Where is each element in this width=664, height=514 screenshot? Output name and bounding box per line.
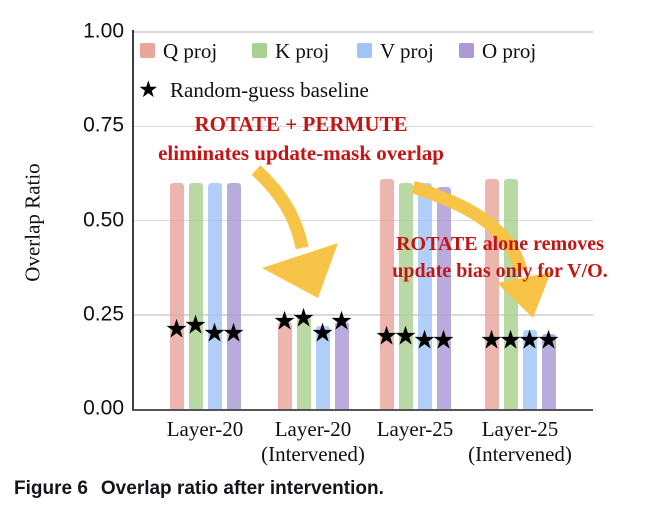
baseline-star-marker: ★ [536, 325, 561, 356]
legend-swatch-o-proj [459, 43, 474, 58]
legend-label-k-proj: K proj [275, 39, 330, 63]
legend-label-o-proj: O proj [482, 39, 537, 63]
figure-caption-text: Overlap ratio after intervention. [100, 478, 384, 499]
baseline-star-marker: ★ [517, 325, 542, 356]
baseline-star-marker: ★ [329, 306, 354, 337]
bar-o-proj [226, 182, 241, 409]
baseline-star-marker: ★ [479, 325, 504, 356]
legend-label-baseline: Random-guess baseline [170, 78, 369, 102]
figure-caption: Figure 6 Overlap ratio after intervention… [14, 478, 384, 500]
legend-swatch-q-proj [140, 43, 155, 58]
baseline-star-marker: ★ [272, 306, 297, 337]
baseline-star-marker: ★ [431, 325, 456, 356]
y-axis-line [132, 30, 134, 410]
baseline-star-marker: ★ [374, 321, 399, 352]
x-axis-category-line1: Layer-20 [166, 417, 244, 441]
baseline-star-marker: ★ [412, 325, 437, 356]
bar-k-proj [188, 182, 203, 409]
baseline-star-marker: ★ [183, 310, 208, 341]
legend-swatch-k-proj [252, 43, 267, 58]
x-axis-category-line1: Layer-25 [481, 417, 559, 441]
legend-swatch-v-proj [357, 43, 372, 58]
y-axis-tick-label: 0.50 [83, 208, 124, 232]
bar-o-proj [334, 322, 349, 409]
legend-star-icon: ★ [138, 77, 159, 103]
bar-v-proj [207, 182, 222, 409]
annotation-2: ROTATE alone removes update bias only for… [366, 231, 634, 285]
gridline [133, 314, 593, 316]
baseline-star-marker: ★ [221, 318, 246, 349]
annotation-1: ROTATE + PERMUTE eliminates update-mask o… [136, 110, 466, 168]
bar-k-proj [398, 182, 413, 409]
x-axis-category-label: Layer-25 [335, 417, 495, 442]
annotation-line: update bias only for V/O. [392, 260, 608, 282]
baseline-star-marker: ★ [202, 318, 227, 349]
baseline-star-marker: ★ [291, 302, 316, 333]
baseline-star-marker: ★ [498, 325, 523, 356]
x-axis-category-label: Layer-20 [125, 417, 285, 442]
annotation-line: eliminates update-mask overlap [158, 141, 444, 165]
bar-v-proj [522, 329, 537, 409]
x-axis-category-line2: (Intervened) [468, 442, 572, 466]
y-axis-tick-label: 0.75 [83, 113, 124, 137]
legend-label-v-proj: V proj [380, 39, 434, 63]
y-axis-tick-label: 0.25 [83, 302, 124, 326]
bar-q-proj [379, 179, 394, 409]
figure-caption-label: Figure 6 [14, 478, 88, 499]
x-axis-category-line2: (Intervened) [261, 442, 365, 466]
baseline-star-marker: ★ [164, 314, 189, 345]
baseline-star-marker: ★ [310, 318, 335, 349]
x-axis-category-label: Layer-25 (Intervened) [440, 417, 600, 467]
y-axis-tick-label: 1.00 [83, 19, 124, 43]
bar-q-proj [169, 182, 184, 409]
y-axis-tick-label: 0.00 [83, 396, 124, 420]
x-axis-category-line1: Layer-25 [376, 417, 454, 441]
legend-label-q-proj: Q proj [163, 39, 218, 63]
bar-q-proj [277, 322, 292, 409]
x-axis-category-line1: Layer-20 [274, 417, 352, 441]
gridline [133, 219, 593, 222]
annotation-line: ROTATE + PERMUTE [194, 112, 408, 136]
gridline [133, 31, 593, 33]
bar-k-proj [296, 314, 311, 409]
gridline [133, 125, 593, 127]
bar-v-proj [315, 326, 330, 409]
x-axis-category-label: Layer-20 (Intervened) [233, 417, 393, 467]
annotation-line: ROTATE alone removes [396, 233, 604, 255]
baseline-star-marker: ★ [393, 321, 418, 352]
x-axis-line [132, 409, 593, 411]
bar-o-proj [541, 333, 556, 409]
